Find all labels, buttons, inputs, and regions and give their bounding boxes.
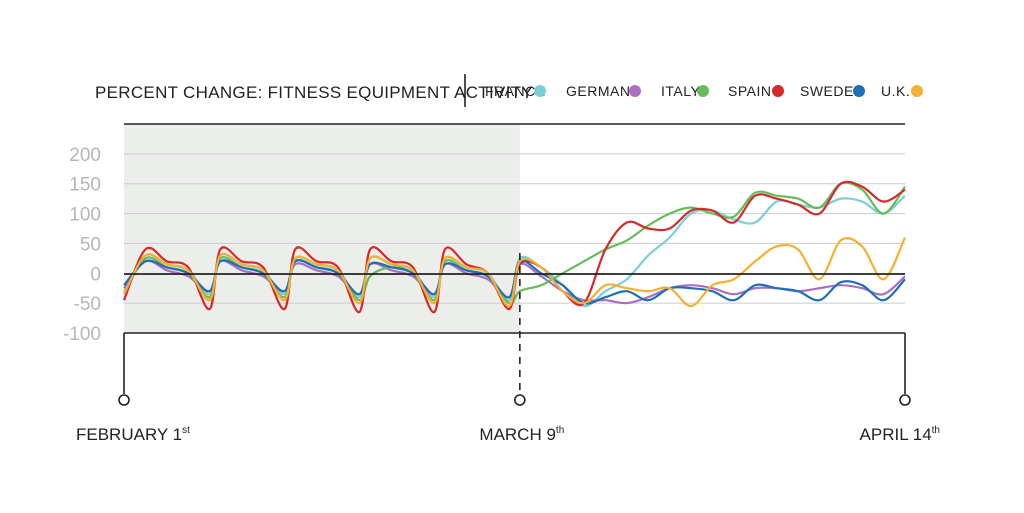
date-label: MARCH 9th bbox=[479, 425, 564, 444]
legend-swatch-u-k bbox=[911, 85, 923, 97]
gridlines bbox=[124, 153, 905, 304]
date-marker-circle bbox=[899, 394, 911, 406]
legend-label-france: FRANCE bbox=[485, 83, 546, 99]
y-tick-label: 0 bbox=[90, 264, 101, 285]
y-tick-label: -100 bbox=[63, 324, 101, 345]
series-lines bbox=[122, 180, 906, 314]
legend-label-spain: SPAIN bbox=[728, 83, 771, 99]
y-tick-label: -50 bbox=[74, 294, 101, 315]
legend-swatch-spain bbox=[772, 85, 784, 97]
date-marker-circle bbox=[118, 394, 130, 406]
y-tick-label: 50 bbox=[80, 234, 101, 255]
series-line-sweden bbox=[123, 259, 906, 305]
legend: FRANCE GERMANY ITALY SPAIN SWEDEN U.K. bbox=[485, 83, 923, 99]
legend-label-italy: ITALY bbox=[661, 83, 700, 99]
legend-swatch-france bbox=[534, 85, 546, 97]
pre-march-shaded-region bbox=[124, 124, 520, 333]
date-label: APRIL 14th bbox=[860, 425, 940, 444]
date-timeline: FEBRUARY 1st MARCH 9th APRIL 14th bbox=[76, 253, 940, 444]
y-tick-label: 150 bbox=[69, 175, 101, 196]
series-line-u-k bbox=[123, 236, 906, 308]
y-tick-label: 200 bbox=[69, 145, 101, 166]
legend-swatch-sweden bbox=[853, 85, 865, 97]
chart-title: PERCENT CHANGE: FITNESS EQUIPMENT ACTIVI… bbox=[95, 83, 533, 102]
date-label: FEBRUARY 1st bbox=[76, 425, 190, 444]
legend-label-sweden: SWEDEN bbox=[800, 83, 864, 99]
y-tick-label: 100 bbox=[69, 205, 101, 226]
legend-label-u-k: U.K. bbox=[881, 83, 910, 99]
y-axis-ticks: 200 150 100 50 0 -50 -100 bbox=[63, 145, 101, 345]
date-marker-circle bbox=[514, 394, 526, 406]
legend-swatch-italy bbox=[697, 85, 709, 97]
legend-label-germany: GERMANY bbox=[566, 83, 640, 99]
legend-swatch-germany bbox=[629, 85, 641, 97]
